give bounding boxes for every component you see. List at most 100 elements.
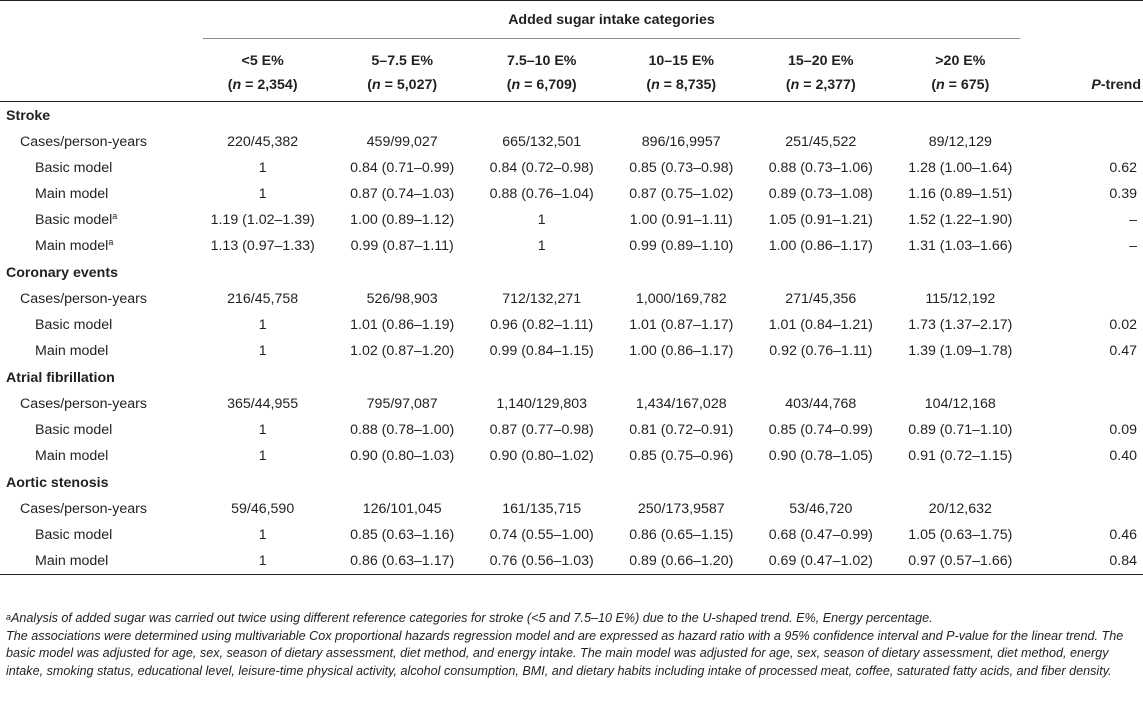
table-footnotes: aAnalysis of added sugar was carried out… [6, 610, 1140, 680]
table-cell: 0.76 (0.56–1.03) [471, 548, 612, 575]
table-cell: 1 [192, 548, 333, 575]
row-label: Main modela [0, 233, 193, 259]
table-cell: 0.85 (0.74–0.99) [768, 422, 873, 438]
table-row: Main model 1 0.86 (0.63–1.17) 0.76 (0.56–1.… [0, 548, 1143, 575]
row-label: Basic model [0, 417, 193, 443]
p-trend-cell: – [1129, 238, 1137, 254]
p-trend-cell: 0.39 [1109, 186, 1137, 202]
table-cell: 20/12,632 [928, 501, 992, 517]
row-label-text: Basic model [35, 527, 113, 543]
column-header-label: 5–7.5 E% [371, 53, 433, 69]
table-cell: 0.68 (0.47–0.99) [768, 527, 873, 543]
n-value: 5,027 [396, 77, 433, 93]
table-cell: 0.90 (0.78–1.05) [768, 448, 873, 464]
table-cell: 1 [258, 317, 267, 333]
n-symbol: n [651, 77, 660, 93]
table-cell: 0.89 (0.66–1.20) [611, 548, 752, 575]
group-header: Added sugar intake categories [193, 1, 1030, 39]
row-label: Main model [0, 181, 193, 207]
table-cell: 365/44,955 [227, 396, 299, 412]
row-label-text: Basic model [35, 212, 113, 228]
table-cell: 0.81 (0.72–0.91) [629, 422, 734, 438]
table-cell: 0.96 (0.82–1.11) [490, 317, 594, 333]
table-cell: 1 [258, 343, 267, 359]
row-label-text: Basic model [35, 160, 113, 176]
table-cell: 1 [537, 238, 546, 254]
section-header: Aortic stenosis [0, 469, 1143, 496]
table-cell: 1.52 (1.22–1.90) [908, 212, 1013, 228]
table-cell: 161/135,715 [502, 501, 582, 517]
column-header-label: 15–20 E% [788, 53, 854, 69]
results-table: Added sugar intake categories <5 E% 5–7.5… [0, 0, 1143, 575]
section-header: Stroke [0, 102, 1143, 130]
table-row: Cases/person-years 59/46,590 126/101,045 16… [0, 496, 1143, 522]
table-cell: 0.85 (0.73–0.98) [629, 160, 734, 176]
row-label: Main model [0, 338, 193, 364]
n-value: 8,735 [675, 77, 712, 93]
p-trend-cell: 0.84 [1030, 548, 1143, 575]
table-cell: 712/132,271 [502, 291, 582, 307]
row-label-text: Cases/person-years [20, 291, 147, 307]
table-cell: 220/45,382 [227, 134, 299, 150]
table-cell: 0.87 (0.74–1.03) [350, 186, 455, 202]
table-cell: 0.88 (0.76–1.04) [489, 186, 594, 202]
table-cell: 1.00 (0.86–1.17) [629, 343, 734, 359]
footnote-general: The associations were determined using m… [6, 628, 1124, 678]
table-cell: 1.01 (0.86–1.19) [350, 317, 455, 333]
table-cell: 0.87 (0.75–1.02) [629, 186, 734, 202]
table-cell: 1.00 (0.86–1.17) [768, 238, 873, 254]
table-cell: 0.90 (0.80–1.02) [489, 448, 594, 464]
table-cell: 0.86 (0.63–1.17) [332, 548, 472, 575]
table-cell: 115/12,192 [925, 291, 996, 307]
table-cell: 0.88 (0.73–1.06) [768, 160, 873, 176]
table-cell: 403/44,768 [785, 396, 857, 412]
table-cell: 1.13 (0.97–1.33) [210, 238, 315, 254]
row-label: Basic modela [0, 207, 193, 233]
table-cell: 1.02 (0.87–1.20) [350, 343, 455, 359]
table-row: Main modela 1.13 (0.97–1.33) 0.99 (0.87–1.… [0, 233, 1143, 259]
table-cell: 0.92 (0.76–1.11) [769, 343, 873, 359]
table-cell: 1.05 (0.91–1.21) [768, 212, 873, 228]
n-value: 6,709 [536, 77, 572, 93]
table-cell: 1,434/167,028 [635, 396, 727, 412]
row-label: Cases/person-years [0, 286, 193, 312]
table-cell: 216/45,758 [227, 291, 299, 307]
row-label-text: Main model [35, 343, 109, 359]
table-cell: 1.01 (0.87–1.17) [629, 317, 734, 333]
n-symbol: n [372, 77, 381, 93]
table-cell: 0.97 (0.57–1.66) [890, 548, 1031, 575]
table-cell: 526/98,903 [366, 291, 438, 307]
table-cell: 1.31 (1.03–1.66) [908, 238, 1013, 254]
column-header-n: (n = 8,735) [611, 69, 752, 102]
table-cell: 459/99,027 [366, 134, 438, 150]
row-label: Basic model [0, 522, 193, 548]
table-row: Main model 1 0.87 (0.74–1.03) 0.88 (0.76–1.… [0, 181, 1143, 207]
table-cell: 1.28 (1.00–1.64) [908, 160, 1013, 176]
table-cell: 0.84 (0.72–0.98) [489, 160, 594, 176]
row-label-text: Main model [35, 448, 109, 464]
column-header-n: (n = 2,377) [751, 69, 891, 102]
n-symbol: n [511, 77, 521, 93]
table-cell: 0.85 (0.63–1.16) [350, 527, 455, 543]
table-cell: 0.85 (0.75–0.96) [629, 448, 734, 464]
table-cell: 1 [258, 527, 267, 543]
n-symbol: n [790, 77, 800, 93]
table-cell: 1.00 (0.89–1.12) [350, 212, 455, 228]
row-label-sup: a [112, 211, 118, 221]
table-cell: 53/46,720 [789, 501, 853, 517]
table-row: Basic model 1 0.85 (0.63–1.16) 0.74 (0.55–1… [0, 522, 1143, 548]
row-label-sup: a [108, 237, 114, 247]
table-cell: 1.00 (0.91–1.11) [629, 212, 733, 228]
column-n-row: (n = 2,354) (n = 5,027) (n = 6,709) (n = 8,… [0, 69, 1143, 102]
p-trend-cell [1030, 129, 1143, 155]
table-row: Main model 1 0.90 (0.80–1.03) 0.90 (0.80–1.… [0, 443, 1143, 469]
row-label-text: Basic model [35, 317, 113, 333]
table-row: Cases/person-years 365/44,955 795/97,087 1,… [0, 391, 1143, 417]
n-value: 675 [960, 77, 985, 93]
p-trend-cell: 0.47 [1109, 343, 1137, 359]
table-cell: 1.39 (1.09–1.78) [908, 343, 1013, 359]
n-symbol: n [936, 77, 945, 93]
table-cell: 1 [258, 160, 267, 176]
table-cell: 0.99 (0.87–1.11) [350, 238, 454, 254]
column-header-label: <5 E% [241, 53, 284, 69]
